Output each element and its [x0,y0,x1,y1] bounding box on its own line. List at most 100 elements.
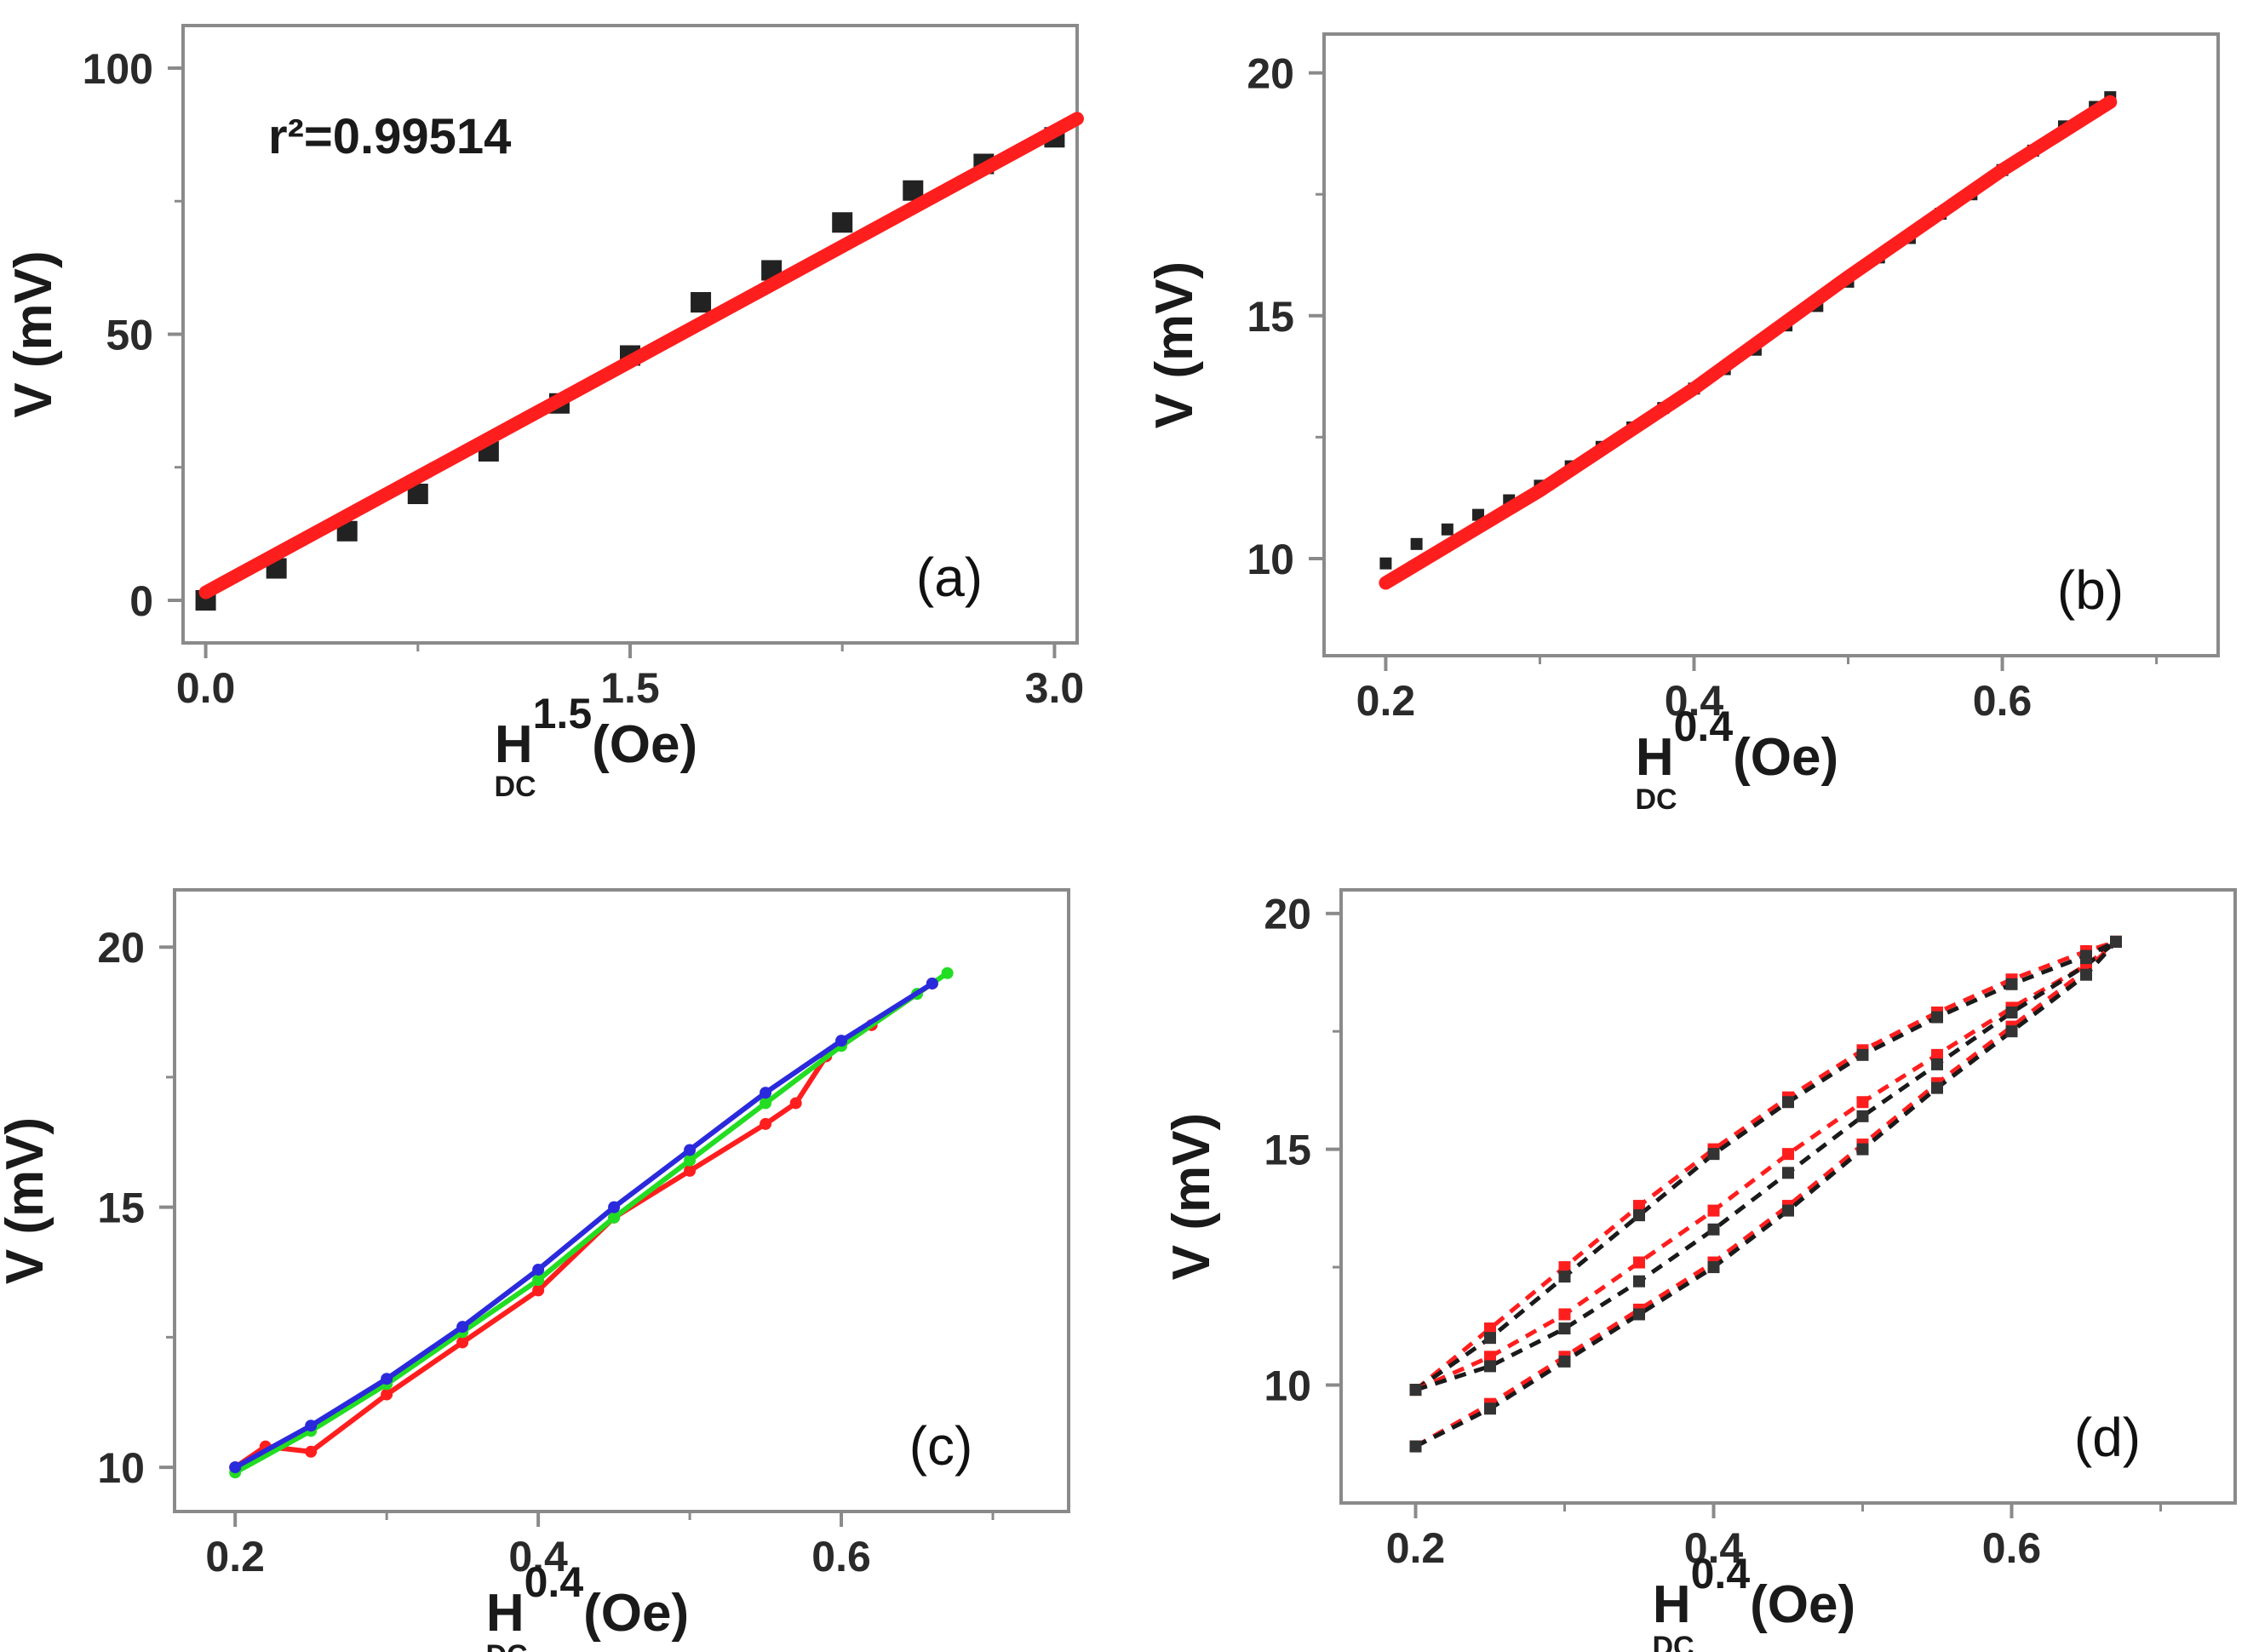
data-point [1633,1209,1645,1222]
x-tick-label: 0.2 [1356,677,1416,725]
x-tick-label: 0.6 [1973,677,2033,725]
data-point [1558,1322,1571,1335]
data-point [1856,1143,1869,1156]
panel-label: (b) [2057,559,2124,621]
x-axis-label-subscript: DC [1635,783,1677,816]
data-point [1410,537,1423,550]
data-point [456,1336,469,1349]
data-point [1856,1110,1869,1122]
y-tick-label: 100 [83,45,153,93]
data-point [941,967,954,979]
data-point [1633,1275,1645,1288]
y-tick-label: 50 [106,312,153,359]
data-point [691,292,712,313]
data-point [684,1164,697,1177]
data-point [1782,1204,1794,1217]
data-point [760,1117,772,1130]
data-point [1707,1204,1720,1217]
series-line-black [1414,940,2118,1448]
x-axis-label-superscript: 1.5 [533,690,593,737]
data-point [1558,1261,1571,1274]
data-point [2080,968,2092,981]
data-point [1707,1261,1720,1274]
series-line-red [1414,940,2118,1448]
data-point [2110,935,2122,948]
data-point [532,1284,545,1297]
fit-line [199,112,1083,599]
data-point [1707,1223,1720,1236]
data-point [2080,949,2092,962]
x-axis-label-subscript: DC [1652,1631,1694,1652]
data-point [608,1211,621,1224]
plot-frame [173,888,1070,1513]
data-point [926,977,938,989]
x-axis-label: H1.5(Oe) [495,690,697,774]
data-point [1484,1360,1496,1373]
x-tick-label: 1.5 [600,664,660,712]
y-axis-label: V (mV) [4,250,63,417]
data-point [1931,1081,1943,1094]
data-point [229,1461,242,1474]
plot-frame [1339,888,2237,1505]
x-axis-label-main: H [486,1584,525,1643]
data-point [760,1087,772,1099]
data-point [1633,1256,1645,1269]
series-line-blue [233,981,934,1470]
y-tick-label: 10 [1247,536,1294,583]
data-point [305,1420,318,1432]
data-point [1558,1271,1571,1283]
data-point [1782,1096,1794,1109]
x-axis-label: H0.4(Oe) [1653,1550,1855,1634]
data-point [2005,1007,2018,1018]
x-axis-label-main: H [495,715,533,774]
x-axis-label-main: H [1636,728,1674,787]
y-tick-label: 10 [1264,1362,1311,1410]
data-point [608,1201,621,1213]
data-point [1856,1096,1869,1109]
x-tick-label: 0.4 [1665,677,1724,725]
data-point [684,1144,697,1156]
x-axis-label-superscript: 0.4 [525,1558,584,1606]
series-line-red [1414,939,2118,1392]
panel-label: (c) [909,1415,973,1477]
data-point [1441,523,1453,536]
y-tick-label: 15 [1264,1127,1311,1174]
x-axis-label: H0.4(Oe) [1636,703,1838,787]
y-axis-label: V (mV) [0,1117,54,1284]
y-tick-label: 0 [129,577,153,625]
data-point [1782,1148,1794,1161]
data-point [1931,1048,1943,1061]
x-axis-label-unit: (Oe) [1750,1575,1855,1634]
data-point [532,1274,545,1287]
x-axis-label-unit: (Oe) [583,1584,689,1643]
data-point [381,1388,393,1401]
data-point [1484,1351,1496,1363]
y-tick-label: 15 [1247,293,1294,341]
plot-frame [1322,32,2220,657]
data-point [789,1097,802,1110]
data-point [1558,1308,1571,1321]
y-tick-label: 15 [97,1185,145,1232]
data-point [1484,1332,1496,1345]
y-tick-label: 20 [97,924,145,972]
x-tick-label: 0.0 [176,664,236,712]
x-axis-label-superscript: 0.4 [1691,1550,1751,1598]
x-axis-label-subscript: DC [485,1639,527,1652]
data-point [1633,1308,1645,1321]
data-point [1633,1200,1645,1213]
data-point [456,1321,469,1334]
x-tick-label: 0.4 [508,1533,568,1580]
panel-label: (a) [916,547,983,608]
data-point [1856,1048,1869,1061]
x-tick-label: 0.2 [1386,1524,1446,1572]
data-point [1782,1167,1794,1179]
x-tick-label: 0.2 [205,1533,265,1580]
x-axis-label-superscript: 0.4 [1674,703,1734,750]
panel-label: (d) [2074,1407,2141,1468]
data-point [1379,557,1392,570]
